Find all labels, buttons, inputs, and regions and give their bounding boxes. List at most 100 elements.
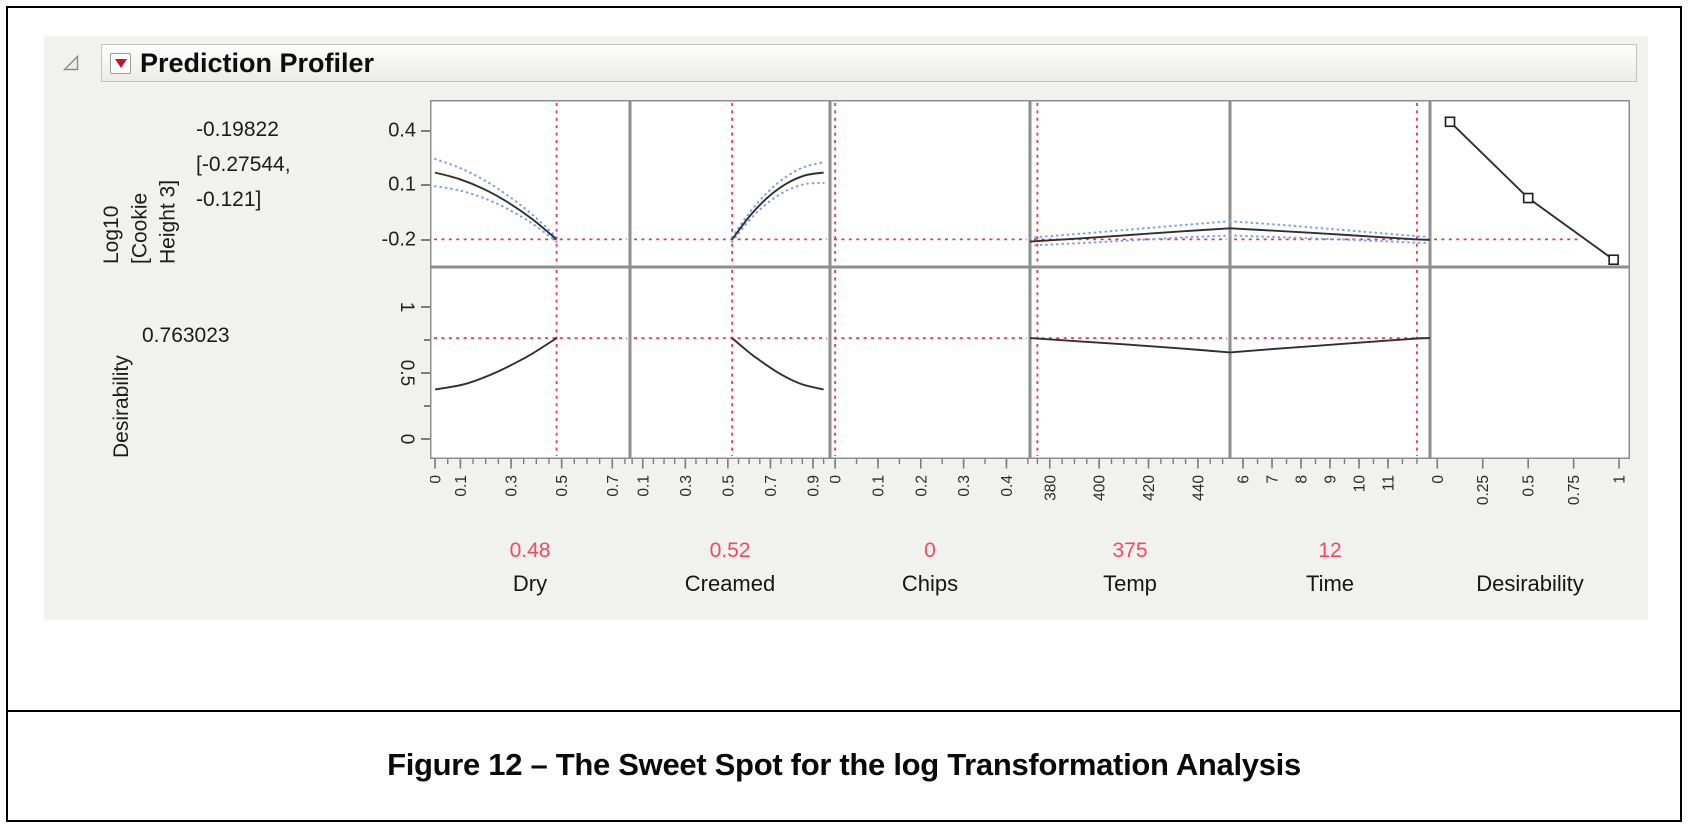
svg-text:6: 6: [1236, 475, 1253, 484]
figure-caption: Figure 12 – The Sweet Spot for the log T…: [387, 747, 1301, 782]
response-axis-title: Log10 [Cookie Height 3]: [100, 179, 180, 264]
profiler-column-temp: 380 400 420 440 375 Temp: [1030, 100, 1230, 597]
svg-text:8: 8: [1294, 475, 1311, 484]
svg-text:0.1: 0.1: [453, 475, 470, 497]
profiler-column-time: 6 7 8 9 10 11 12 Time: [1230, 100, 1430, 597]
x-axis-ticks-temp: [1036, 459, 1224, 469]
desirability-cell-time: [1230, 267, 1430, 459]
desirability-handle-marker[interactable]: [1608, 254, 1619, 266]
desirability-cell-dry: [430, 267, 630, 459]
profiler-title-bar: Prediction Profiler: [62, 44, 1637, 82]
y-tick: [421, 371, 430, 374]
desirability-axis-title: Desirability: [110, 355, 133, 458]
response-cell-chips: [830, 100, 1030, 267]
svg-text:0.9: 0.9: [805, 475, 822, 497]
desirability-cell-desirability: [1430, 267, 1630, 459]
profiler-column-dry: 0 0.1 0.3 0.5 0.7 0.48 Dry: [430, 100, 630, 597]
svg-text:0.7: 0.7: [763, 475, 780, 497]
svg-text:0.3: 0.3: [956, 475, 973, 497]
x-axis-ticks-time: [1242, 459, 1418, 469]
svg-text:0.25: 0.25: [1475, 475, 1492, 505]
confidence-interval-upper: [-0.27544,: [196, 153, 291, 176]
desirability-cell-creamed: [630, 267, 830, 459]
svg-text:0.3: 0.3: [504, 475, 521, 497]
svg-text:1: 1: [1612, 475, 1629, 484]
y-tick-label: 0.1: [388, 173, 416, 196]
svg-text:11: 11: [1380, 475, 1397, 491]
predicted-response-value[interactable]: -0.19822: [196, 118, 279, 141]
svg-text:0.5: 0.5: [720, 475, 737, 497]
disclosure-triangle-icon[interactable]: [62, 54, 80, 72]
x-axis-labels-time: 6 7 8 9 10 11: [1236, 475, 1398, 493]
x-axis-labels-creamed: 0.1 0.3 0.5 0.7 0.9: [635, 475, 822, 497]
response-cell-time: [1230, 100, 1430, 267]
desirability-value[interactable]: 0.763023: [142, 324, 230, 347]
factor-name-creamed: Creamed: [684, 571, 776, 596]
response-y-axis: 0.4 0.1 -0.2: [350, 100, 430, 267]
x-axis-labels-desirability: 0 0.25 0.5 0.75 1: [1430, 475, 1629, 506]
factor-name-temp: Temp: [1103, 571, 1157, 596]
confidence-interval-lower: -0.121]: [196, 188, 262, 211]
svg-text:380: 380: [1042, 475, 1059, 501]
profiler-column-creamed: 0.1 0.3 0.5 0.7 0.9 0.52 Creamed: [630, 100, 830, 597]
y-tick: [421, 184, 430, 187]
response-cell-creamed: [630, 100, 830, 267]
current-factor-value-dry[interactable]: 0.48: [509, 539, 551, 562]
y-tick: [424, 405, 430, 408]
y-tick: [424, 338, 430, 341]
svg-text:10: 10: [1351, 475, 1368, 493]
response-value-block: -0.19822 [-0.27544, -0.121]: [196, 118, 356, 223]
x-axis-ticks-dry: [434, 459, 626, 469]
y-tick: [421, 305, 430, 308]
svg-text:0.5: 0.5: [554, 475, 571, 497]
profiler-column-desirability: 0 0.25 0.5 0.75 1 Desirability: [1430, 100, 1630, 597]
response-cell-dry: [430, 100, 630, 267]
x-axis-labels-temp: 380 400 420 440: [1042, 475, 1207, 501]
profiler-column-chips: 0 0.1 0.2 0.3 0.4 0 Chips: [830, 100, 1030, 597]
y-tick: [421, 129, 430, 132]
x-axis-labels-dry: 0 0.1 0.3 0.5 0.7: [430, 475, 622, 497]
svg-text:0: 0: [430, 475, 445, 484]
desirability-cell-temp: [1030, 267, 1230, 459]
x-axis-ticks-creamed: [631, 459, 825, 469]
y-tick: [421, 438, 430, 441]
y-tick: [421, 238, 430, 241]
factor-name-dry: Dry: [512, 571, 548, 596]
red-triangle-menu-button[interactable]: [110, 52, 131, 74]
panel-title: Prediction Profiler: [140, 47, 375, 78]
x-axis-ticks-desirability: [1436, 459, 1620, 469]
red-triangle-icon: [114, 58, 127, 68]
desirability-handle-marker[interactable]: [1444, 116, 1456, 128]
caption-band: Figure 12 – The Sweet Spot for the log T…: [8, 712, 1680, 818]
factor-name-time: Time: [1305, 571, 1355, 596]
response-cell-temp: [1030, 100, 1230, 267]
current-factor-value-chips[interactable]: 0: [924, 539, 936, 562]
svg-text:420: 420: [1141, 475, 1158, 501]
desirability-handle-marker[interactable]: [1522, 192, 1534, 204]
svg-text:0.2: 0.2: [913, 475, 930, 497]
svg-text:0: 0: [1430, 475, 1447, 484]
current-factor-value-time[interactable]: 12: [1318, 539, 1342, 562]
svg-text:0.75: 0.75: [1566, 475, 1583, 505]
current-factor-value-desirability[interactable]: [1430, 539, 1630, 565]
y-tick-label: -0.2: [381, 228, 416, 251]
desirability-cell-chips: [830, 267, 1030, 459]
y-tick-label: 1: [396, 301, 417, 313]
svg-text:0.1: 0.1: [635, 475, 652, 497]
svg-text:0.3: 0.3: [678, 475, 695, 497]
desirability-y-axis: 1 0.5 0: [350, 267, 430, 459]
caption-divider-line: [6, 710, 1682, 712]
svg-text:9: 9: [1323, 475, 1340, 484]
y-tick-label: 0.5: [396, 359, 417, 387]
x-axis-ticks-chips: [834, 459, 1029, 469]
current-factor-value-creamed[interactable]: 0.52: [709, 539, 751, 562]
svg-text:0: 0: [830, 475, 845, 484]
x-axis-labels-chips: 0 0.1 0.2 0.3 0.4: [830, 475, 1016, 497]
factor-name-desirability: Desirability: [1476, 571, 1584, 596]
svg-text:0.5: 0.5: [1521, 475, 1538, 497]
factor-name-chips: Chips: [901, 571, 959, 596]
svg-text:400: 400: [1092, 475, 1109, 501]
svg-text:0.7: 0.7: [605, 475, 622, 497]
current-factor-value-temp[interactable]: 375: [1112, 539, 1148, 562]
